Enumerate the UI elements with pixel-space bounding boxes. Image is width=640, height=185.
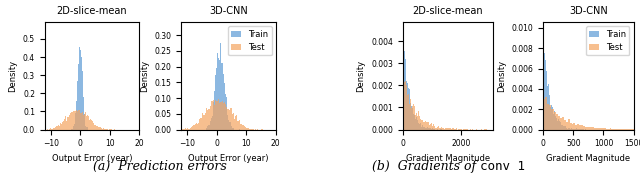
Text: (a)  Prediction errors: (a) Prediction errors <box>93 160 227 173</box>
Polygon shape <box>72 27 90 130</box>
Y-axis label: Density: Density <box>8 60 17 92</box>
Polygon shape <box>170 95 263 130</box>
Title: 3D-CNN: 3D-CNN <box>569 6 608 16</box>
Title: 3D-CNN: 3D-CNN <box>209 6 248 16</box>
Legend: Train, Test: Train, Test <box>586 26 629 55</box>
Polygon shape <box>403 77 487 130</box>
Text: conv 1: conv 1 <box>480 160 525 173</box>
Polygon shape <box>403 27 452 130</box>
X-axis label: Output Error (year): Output Error (year) <box>188 154 269 163</box>
Polygon shape <box>543 97 640 130</box>
Polygon shape <box>35 109 115 130</box>
X-axis label: Gradient Magnitude: Gradient Magnitude <box>547 154 630 163</box>
Polygon shape <box>543 27 598 130</box>
X-axis label: Output Error (year): Output Error (year) <box>52 154 132 163</box>
Title: 2D-slice-mean: 2D-slice-mean <box>413 6 483 16</box>
Polygon shape <box>204 27 239 130</box>
Y-axis label: Density: Density <box>497 60 506 92</box>
Y-axis label: Density: Density <box>356 60 365 92</box>
X-axis label: Gradient Magnitude: Gradient Magnitude <box>406 154 490 163</box>
Y-axis label: Density: Density <box>140 60 149 92</box>
Text: (b)  Gradients of: (b) Gradients of <box>372 160 480 173</box>
Legend: Train, Test: Train, Test <box>228 26 271 55</box>
Title: 2D-slice-mean: 2D-slice-mean <box>56 6 127 16</box>
